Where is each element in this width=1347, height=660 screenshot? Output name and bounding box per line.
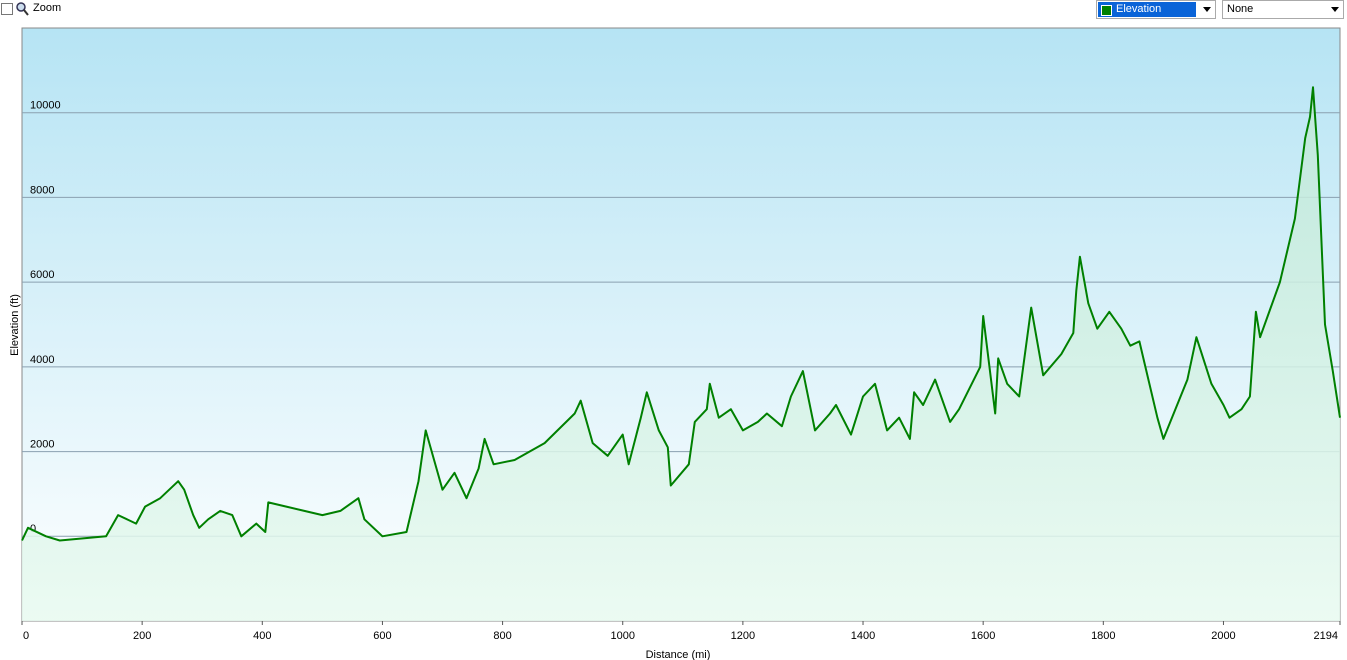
x-tick-label: 1200 <box>731 630 755 642</box>
y-tick-label: 10000 <box>30 100 61 112</box>
y-tick-label: 8000 <box>30 184 54 196</box>
zoom-icon <box>16 2 29 16</box>
overlay-dropdown[interactable]: None <box>1222 0 1344 19</box>
elevation-line <box>21 86 1341 542</box>
selected-item: Elevation <box>1098 2 1196 17</box>
x-tick-label: 1400 <box>851 630 875 642</box>
y-tick-label: 4000 <box>30 354 54 366</box>
zoom-checkbox[interactable] <box>1 3 13 15</box>
zoom-label[interactable]: Zoom <box>33 2 62 14</box>
y-tick-label: 6000 <box>30 269 54 281</box>
dropdown-arrow <box>1331 7 1339 12</box>
toolbar: Zoom Elevation None <box>0 0 1347 20</box>
elevation-area <box>22 87 1340 622</box>
y-tick-label: 2000 <box>30 438 54 450</box>
x-tick-label: 2194 <box>1314 630 1338 642</box>
y-axis-label: Elevation (ft) <box>9 294 21 356</box>
x-tick-label: 1600 <box>971 630 995 642</box>
x-tick-label: 600 <box>373 630 391 642</box>
x-tick-label: 1800 <box>1091 630 1115 642</box>
series-dropdown[interactable]: Elevation <box>1096 0 1216 19</box>
x-tick-label: 2000 <box>1211 630 1235 642</box>
overlay-label: None <box>1227 3 1254 15</box>
legend-label: Elevation <box>1116 3 1162 15</box>
x-tick-label: 1000 <box>610 630 634 642</box>
dropdown-arrow <box>1203 7 1211 12</box>
x-tick-label: 200 <box>133 630 151 642</box>
x-tick-label: 0 <box>23 630 29 642</box>
x-axis-label: Distance (mi) <box>646 649 711 660</box>
x-tick-label: 800 <box>493 630 511 642</box>
x-tick-label: 400 <box>253 630 271 642</box>
legend-swatch <box>1101 5 1112 16</box>
